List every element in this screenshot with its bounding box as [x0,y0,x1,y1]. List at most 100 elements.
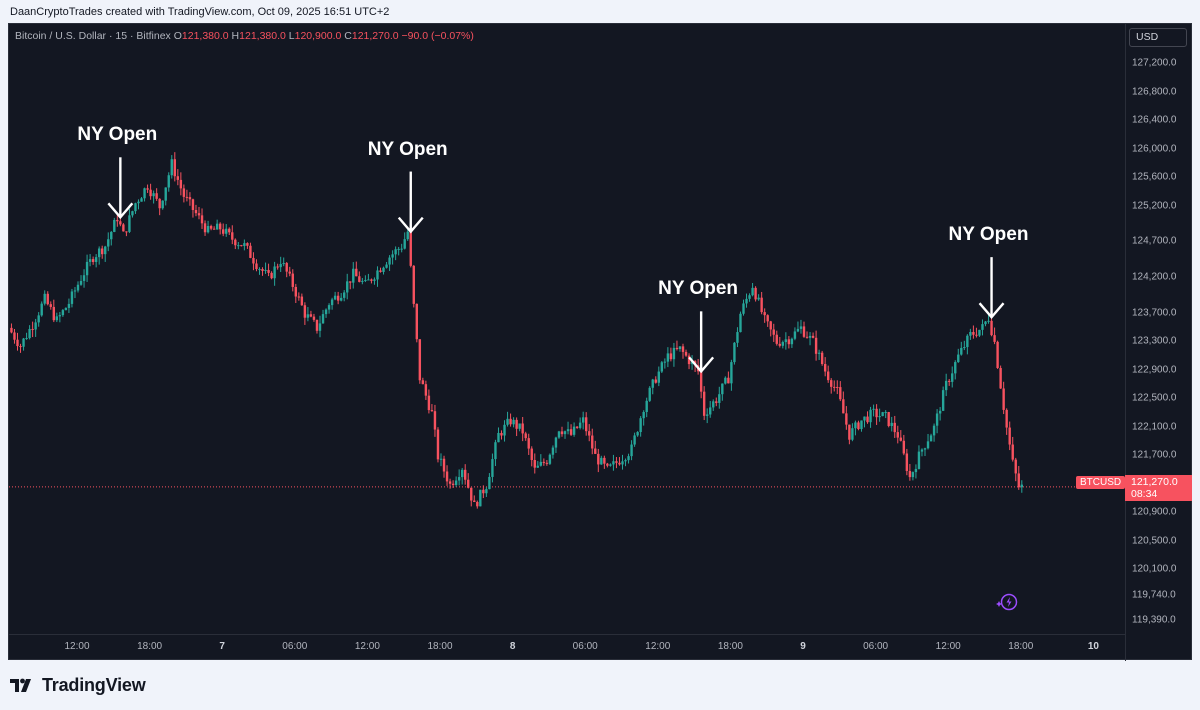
candle [140,197,143,202]
candle [209,224,213,231]
candle [775,330,778,346]
candle [276,263,279,270]
candle [996,340,999,369]
candle [869,406,872,428]
candle [19,343,22,353]
ny-open-arrow [397,171,424,234]
time-axis[interactable] [9,634,1125,661]
bar-countdown: 08:34 [1131,488,1158,500]
candle [881,411,884,417]
candle [58,311,62,323]
candle [569,424,573,436]
candle [494,439,497,467]
candle [31,321,34,338]
price-axis[interactable] [1125,24,1193,661]
candle [427,389,431,414]
candle [557,430,561,439]
candle [718,386,721,409]
candle [116,214,119,227]
candle [926,433,930,450]
candle [37,312,40,327]
candle [203,220,207,236]
candle [796,321,800,333]
candle [960,341,963,356]
candle [554,436,558,453]
candle [107,232,110,252]
candle [460,467,464,485]
candle [851,423,854,442]
candle [787,336,791,349]
candle [252,252,255,271]
candle [975,327,978,338]
candle [739,311,742,333]
candle [951,366,954,388]
candle [648,386,651,402]
candle [1014,457,1017,482]
tradingview-logo[interactable]: TradingView [10,674,146,696]
candle [1017,466,1020,490]
candle [273,261,276,286]
candle [415,303,418,343]
candle [814,330,818,361]
candle [932,423,936,442]
ny-open-arrow [107,157,134,220]
candle [457,469,461,486]
candle [745,293,748,308]
candle [727,371,730,384]
lightning-icon[interactable] [996,593,1018,611]
candle [28,325,31,340]
candle [588,424,591,442]
symbol-legend[interactable]: Bitcoin / U.S. Dollar · 15 · Bitfinex O1… [15,30,474,42]
candle [391,250,394,265]
candle [938,407,942,421]
candle [379,267,382,273]
candle [702,386,706,421]
candle [539,454,543,467]
candle [40,301,43,317]
chart-panel[interactable]: Bitcoin / U.S. Dollar · 15 · Bitfinex O1… [8,23,1193,661]
candle [763,308,766,323]
candle [663,358,667,369]
candle [346,273,349,300]
candle [757,294,760,301]
candle [890,416,893,432]
candle [418,339,422,384]
candle [754,286,757,302]
candle [993,327,996,345]
candle [46,291,49,306]
candle [467,473,470,489]
candle [55,312,59,323]
candle [615,457,618,469]
candle [857,420,860,431]
candle [609,463,612,467]
candle [512,417,515,428]
candle [594,440,597,454]
candle [161,200,164,210]
candle [167,172,170,192]
candle [336,291,340,305]
candle [497,427,500,443]
candle [373,277,376,285]
candle [445,465,449,486]
candle [279,256,282,272]
candle [627,453,630,464]
candle [630,440,633,461]
currency-selector[interactable]: USD [1129,28,1187,47]
candle [848,424,851,445]
candle [188,192,192,206]
candle [146,184,149,193]
candle [64,307,68,311]
candle [1008,421,1011,451]
candle [158,198,161,216]
candle [400,243,403,253]
candle [941,386,945,411]
candle [215,219,219,230]
candlestick-plot[interactable] [9,24,1125,634]
candle [612,454,615,471]
candle [164,187,167,206]
candle [948,378,951,386]
candle [125,231,128,237]
candle [799,319,803,334]
candle [442,455,446,478]
candle [327,303,331,314]
